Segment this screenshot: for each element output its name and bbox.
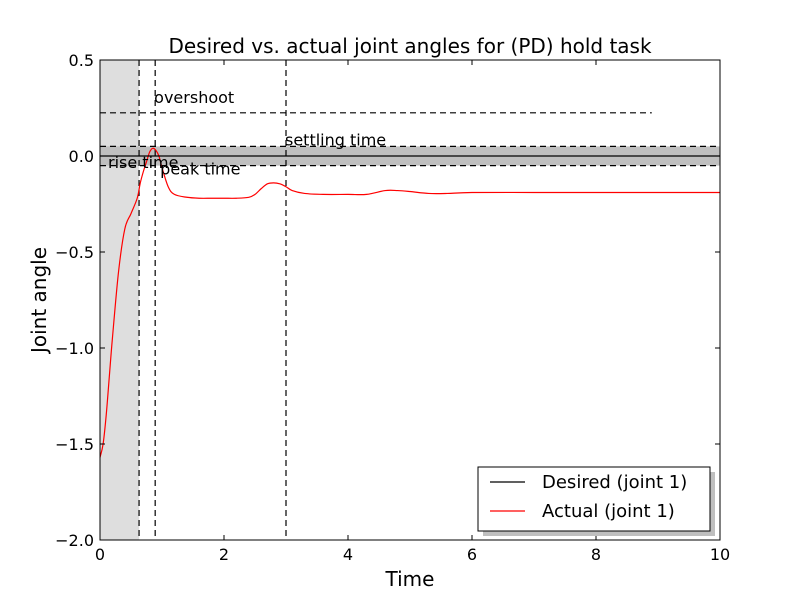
plot-frame — [99, 59, 721, 541]
x-tick-label: 4 — [343, 545, 353, 564]
y-tick-label: 0.0 — [69, 147, 94, 166]
legend: Desired (joint 1) Actual (joint 1) — [477, 466, 715, 536]
peak-time-label: peak time — [160, 160, 240, 179]
y-axis-ticks: 0.5 0.0 −0.5 −1.0 −1.5 −2.0 — [55, 51, 720, 550]
legend-label-desired: Desired (joint 1) — [542, 472, 687, 493]
rise-time-label: rise time — [108, 153, 178, 172]
settling-time-label: settling time — [285, 130, 386, 149]
x-tick-label: 2 — [219, 545, 229, 564]
y-tick-label: 0.5 — [69, 51, 94, 70]
y-tick-label: −0.5 — [55, 243, 94, 262]
legend-label-actual: Actual (joint 1) — [542, 501, 675, 522]
x-tick-label: 10 — [710, 545, 730, 564]
y-tick-label: −1.5 — [55, 435, 94, 454]
rise-time-region — [100, 60, 140, 540]
y-axis-label: Joint angle — [27, 247, 51, 355]
annotation-lines — [100, 60, 720, 540]
x-axis-label: Time — [385, 567, 435, 591]
y-tick-label: −2.0 — [55, 531, 94, 550]
series-layer — [99, 147, 720, 458]
x-tick-label: 8 — [591, 545, 601, 564]
chart-title: Desired vs. actual joint angles for (PD)… — [168, 34, 652, 58]
legend-box — [477, 466, 711, 532]
x-tick-label: 6 — [467, 545, 477, 564]
x-axis-ticks: 0 2 4 6 8 10 — [95, 60, 730, 564]
x-tick-label: 0 — [95, 545, 105, 564]
series-line-actual-joint-1 — [99, 147, 720, 458]
y-tick-label: −1.0 — [55, 339, 94, 358]
overshoot-label: overshoot — [154, 88, 234, 107]
